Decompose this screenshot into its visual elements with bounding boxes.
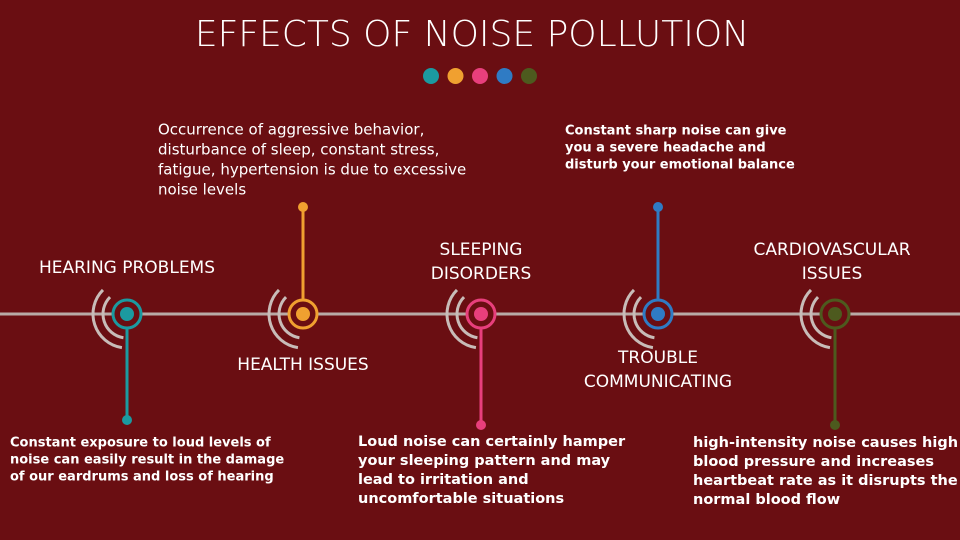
node-label: ISSUES (802, 264, 863, 284)
node-description: lead to irritation and (358, 472, 529, 488)
ring-arc (91, 288, 123, 350)
node-description: Occurrence of aggressive behavior, (158, 121, 424, 139)
node-description: you a severe headache and (565, 141, 766, 156)
node-description: of our eardrums and loss of hearing (10, 470, 274, 485)
node-description: noise can easily result in the damage (10, 453, 284, 468)
node-label: COMMUNICATING (584, 372, 732, 392)
node-description: your sleeping pattern and may (358, 453, 611, 469)
ring-arc (799, 288, 831, 350)
node-dot (120, 307, 134, 321)
ring-arc (445, 288, 477, 350)
connector-dot (476, 420, 486, 430)
node-description: disturbance of sleep, constant stress, (158, 141, 439, 159)
node-dot (651, 307, 665, 321)
node-description: noise levels (158, 181, 246, 199)
node-description: normal blood flow (693, 492, 840, 508)
node-description: blood pressure and increases (693, 454, 934, 470)
node-dot (474, 307, 488, 321)
node-description: high-intensity noise causes high (693, 435, 958, 451)
node-label: HEARING PROBLEMS (39, 258, 215, 278)
connector-dot (653, 202, 663, 212)
title: EFFECTS OF NOISE POLLUTION (195, 14, 749, 55)
header-dot (423, 68, 439, 84)
connector-dot (830, 420, 840, 430)
node-description: heartbeat rate as it disrupts the (693, 473, 958, 489)
ring-arc (809, 295, 832, 340)
node-description: Constant sharp noise can give (565, 124, 787, 139)
node-label: CARDIOVASCULAR (753, 240, 910, 260)
ring-arc (101, 295, 124, 340)
connector-dot (298, 202, 308, 212)
node-label: TROUBLE (617, 348, 698, 368)
ring-arc (277, 295, 300, 340)
ring-arc (622, 288, 654, 350)
header-dot (447, 68, 464, 84)
ring-arc (455, 295, 478, 340)
ring-arc (632, 295, 655, 340)
node-description: fatigue, hypertension is due to excessiv… (158, 161, 466, 179)
header-dot (496, 68, 513, 84)
header-dot (472, 68, 488, 84)
node-dot (828, 307, 842, 321)
connector-dot (122, 415, 132, 425)
ring-arc (267, 288, 299, 350)
node-description: Constant exposure to loud levels of (10, 436, 271, 451)
node-label: DISORDERS (431, 264, 532, 284)
node-description: disturb your emotional balance (565, 158, 795, 173)
node-dot (296, 307, 310, 321)
node-description: Loud noise can certainly hamper (358, 434, 626, 450)
header-dot (521, 68, 537, 84)
node-description: uncomfortable situations (358, 491, 564, 507)
node-label: SLEEPING (440, 240, 523, 260)
node-label: HEALTH ISSUES (237, 355, 368, 375)
